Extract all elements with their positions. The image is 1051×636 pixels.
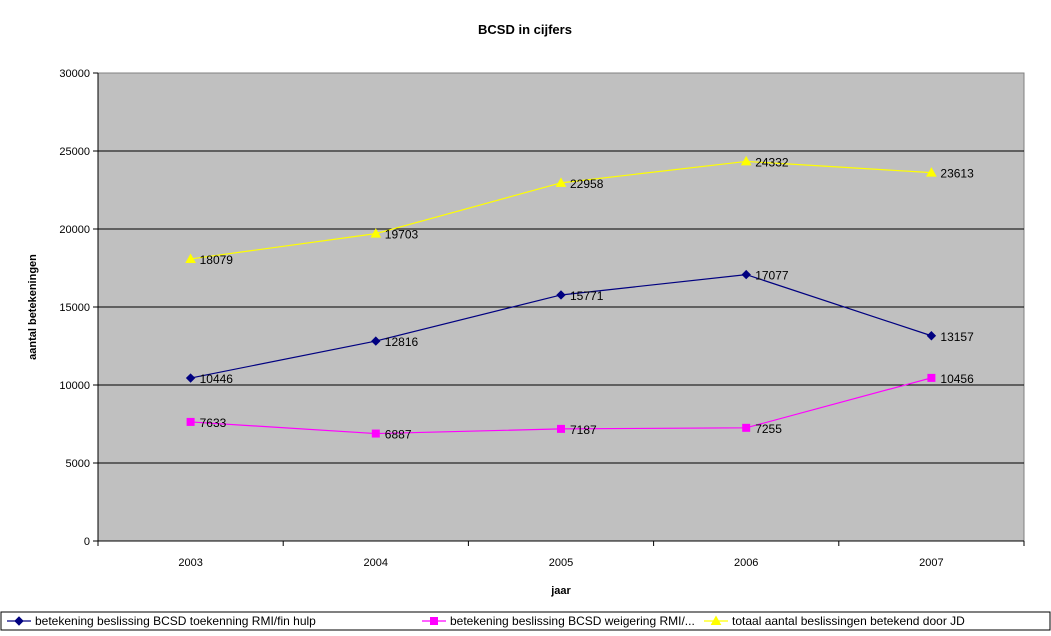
data-label: 7633 [200,416,227,430]
data-point [186,417,195,426]
x-axis-title: jaar [550,585,571,597]
legend-box [0,611,1051,631]
legend-marker [710,615,722,625]
series-layer: 10446 12816 15771 17077 13157 7633 6887 7187 725… [185,155,974,442]
data-point [556,290,566,300]
legend-label: totaal aantal beslissingen betekend door… [732,614,965,628]
legend: betekening beslissing BCSD toekenning RM… [0,611,1051,631]
series-1: 10446 12816 15771 17077 13157 [185,269,974,386]
data-label: 23613 [940,167,974,181]
data-point [371,429,380,438]
y-tick-label: 20000 [59,224,90,236]
data-point [927,373,936,382]
data-label: 13157 [940,330,974,344]
x-tick-label: 2007 [919,557,943,569]
data-label: 7187 [570,423,597,437]
data-point [926,167,937,177]
data-label: 10456 [940,372,974,386]
data-point [741,269,751,280]
y-tick-label: 15000 [59,302,90,314]
data-point [185,373,196,383]
data-label: 19703 [385,228,419,242]
legend-marker [14,616,24,626]
x-tick-label: 2005 [549,557,573,569]
y-tick-label: 10000 [59,380,90,392]
data-label: 7255 [755,422,782,436]
data-point [740,155,752,166]
legend-label: betekening beslissing BCSD toekenning RM… [35,614,316,628]
chart-title: BCSD in cijfers [478,22,572,37]
series-3: 18079 19703 22958 24332 23613 [185,155,974,267]
y-tick-label: 30000 [59,68,90,80]
data-label: 17077 [755,269,789,283]
series-2: 7633 6887 7187 7255 10456 [186,372,974,442]
data-point [185,253,196,263]
legend-entry-2: betekening beslissing BCSD weigering RMI… [422,614,695,628]
legend-entry-3: totaal aantal beslissingen betekend door… [704,614,965,628]
grid-lines [98,150,1024,464]
y-axis-title: aantal betekeningen [27,254,39,360]
axes: 0 5000 10000 15000 20000 25000 30000 2003 2004 20… [59,68,1025,569]
y-tick-label: 5000 [66,458,90,470]
x-tick-label: 2006 [734,557,758,569]
data-label: 10446 [200,372,234,386]
legend-entry-1: betekening beslissing BCSD toekenning RM… [7,614,316,628]
data-point [557,424,565,433]
data-label: 22958 [570,177,604,191]
data-label: 12816 [385,335,419,349]
y-tick-label: 25000 [59,146,90,158]
data-point [370,228,382,238]
y-tick-label: 0 [84,536,90,548]
data-point [742,423,751,432]
x-tick-label: 2004 [364,557,388,569]
x-tick-label: 2003 [178,557,202,569]
data-label: 18079 [200,253,234,267]
legend-marker [430,617,438,625]
data-point [926,331,937,341]
data-label: 6887 [385,428,412,442]
data-label: 24332 [755,155,789,169]
legend-label: betekening beslissing BCSD weigering RMI… [450,614,695,628]
data-label: 15771 [570,289,604,303]
data-point [555,177,567,187]
data-point [371,336,381,346]
